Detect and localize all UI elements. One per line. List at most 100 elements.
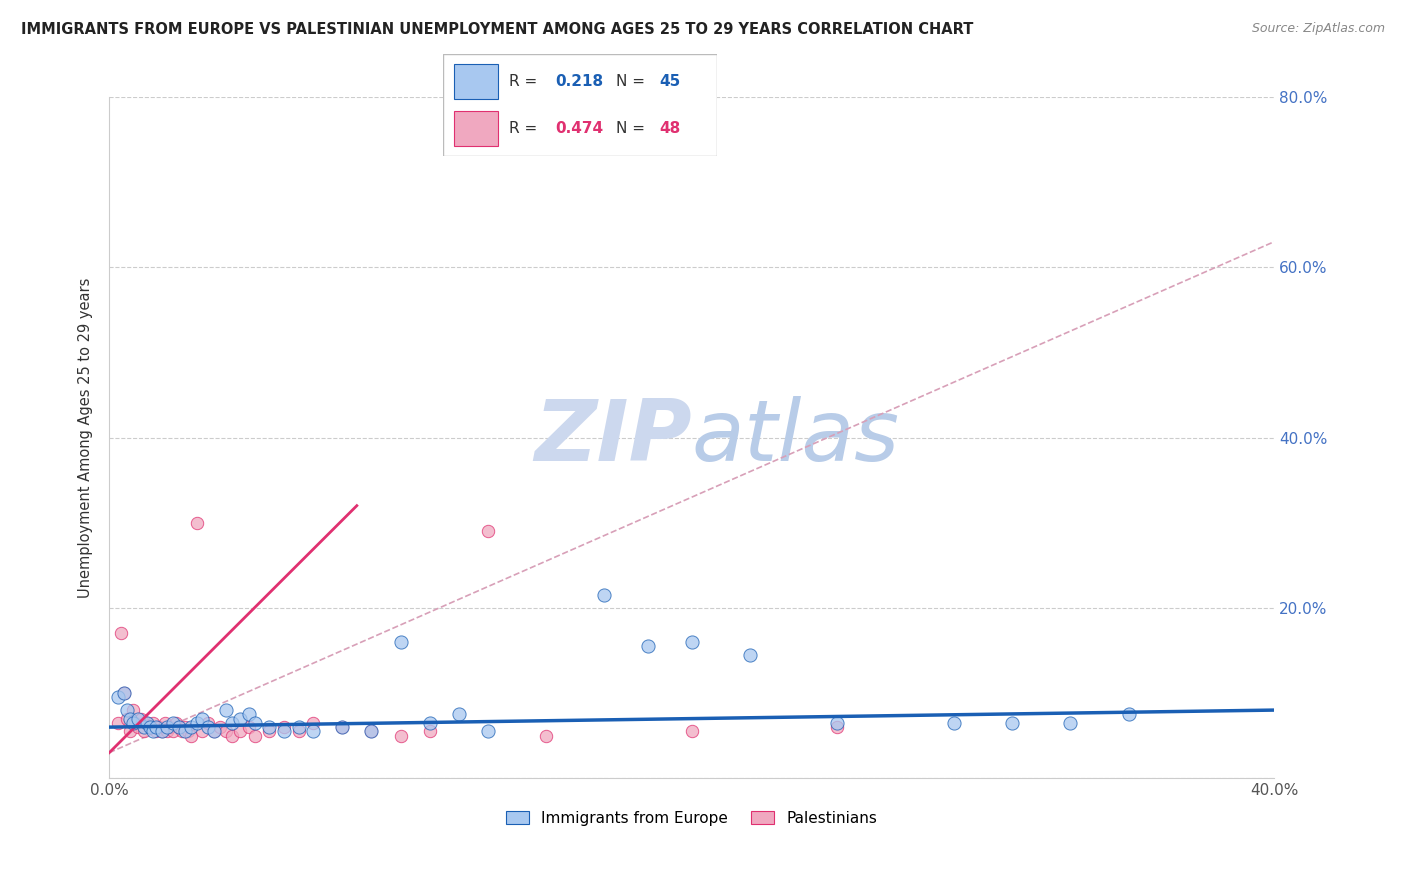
Point [259,724,281,739]
Point [139,720,162,734]
Point [273,720,295,734]
Text: R =: R = [509,74,541,88]
Point [593,588,616,602]
Point [738,648,761,662]
Point [215,724,238,739]
Point [330,720,353,734]
Point [302,724,325,739]
Point [142,724,165,739]
Point [107,715,129,730]
Point [156,720,179,734]
Point [681,635,703,649]
Text: 48: 48 [659,121,681,136]
Text: N =: N = [616,74,650,88]
Point [186,516,208,530]
Legend: Immigrants from Europe, Palestinians: Immigrants from Europe, Palestinians [501,805,883,832]
Point [447,707,470,722]
Point [136,715,159,730]
Point [221,715,243,730]
Point [191,712,214,726]
Point [273,724,295,739]
Point [259,720,281,734]
Point [127,712,149,726]
Point [215,703,238,717]
Point [134,720,156,734]
Point [170,724,193,739]
Point [1001,715,1024,730]
Point [177,724,200,739]
FancyBboxPatch shape [443,54,717,156]
Point [1059,715,1081,730]
Point [162,715,184,730]
Point [202,724,225,739]
Point [197,715,219,730]
Y-axis label: Unemployment Among Ages 25 to 29 years: Unemployment Among Ages 25 to 29 years [79,277,93,598]
Point [121,703,143,717]
Point [238,720,260,734]
Point [174,724,197,739]
Text: N =: N = [616,121,650,136]
Point [229,712,252,726]
Point [167,720,190,734]
Point [681,724,703,739]
Text: R =: R = [509,121,541,136]
Bar [454,64,498,99]
Point [110,626,132,640]
Point [174,720,197,734]
Point [180,729,202,743]
Point [150,724,173,739]
Point [159,720,181,734]
Text: 0.474: 0.474 [555,121,603,136]
Point [145,720,167,734]
Text: 0.218: 0.218 [555,74,603,88]
Text: ZIP: ZIP [534,396,692,479]
Point [129,712,152,726]
Text: Source: ZipAtlas.com: Source: ZipAtlas.com [1251,22,1385,36]
Point [229,724,252,739]
Point [118,724,141,739]
Point [287,720,309,734]
Point [360,724,382,739]
Point [150,724,173,739]
Point [121,715,143,730]
Point [186,715,208,730]
Point [134,724,156,739]
Point [221,729,243,743]
Point [208,720,231,734]
Point [238,707,260,722]
Text: 45: 45 [659,74,681,88]
Point [165,715,187,730]
Point [145,724,167,739]
Point [287,724,309,739]
Point [167,720,190,734]
Point [142,715,165,730]
Point [419,715,441,730]
Point [419,724,441,739]
Point [243,729,266,743]
Point [112,686,135,700]
Point [389,635,412,649]
Point [107,690,129,705]
Point [360,724,382,739]
Point [180,720,202,734]
Point [112,686,135,700]
Point [115,712,138,726]
Point [156,724,179,739]
Point [162,724,184,739]
Point [1118,707,1140,722]
Point [942,715,965,730]
Point [827,715,849,730]
Point [136,715,159,730]
Point [202,724,225,739]
Point [197,720,219,734]
Text: atlas: atlas [692,396,900,479]
Point [139,720,162,734]
Point [148,720,170,734]
Point [330,720,353,734]
Text: IMMIGRANTS FROM EUROPE VS PALESTINIAN UNEMPLOYMENT AMONG AGES 25 TO 29 YEARS COR: IMMIGRANTS FROM EUROPE VS PALESTINIAN UN… [21,22,973,37]
Point [127,720,149,734]
Point [243,715,266,730]
Point [637,639,659,653]
Point [191,724,214,739]
Point [827,720,849,734]
